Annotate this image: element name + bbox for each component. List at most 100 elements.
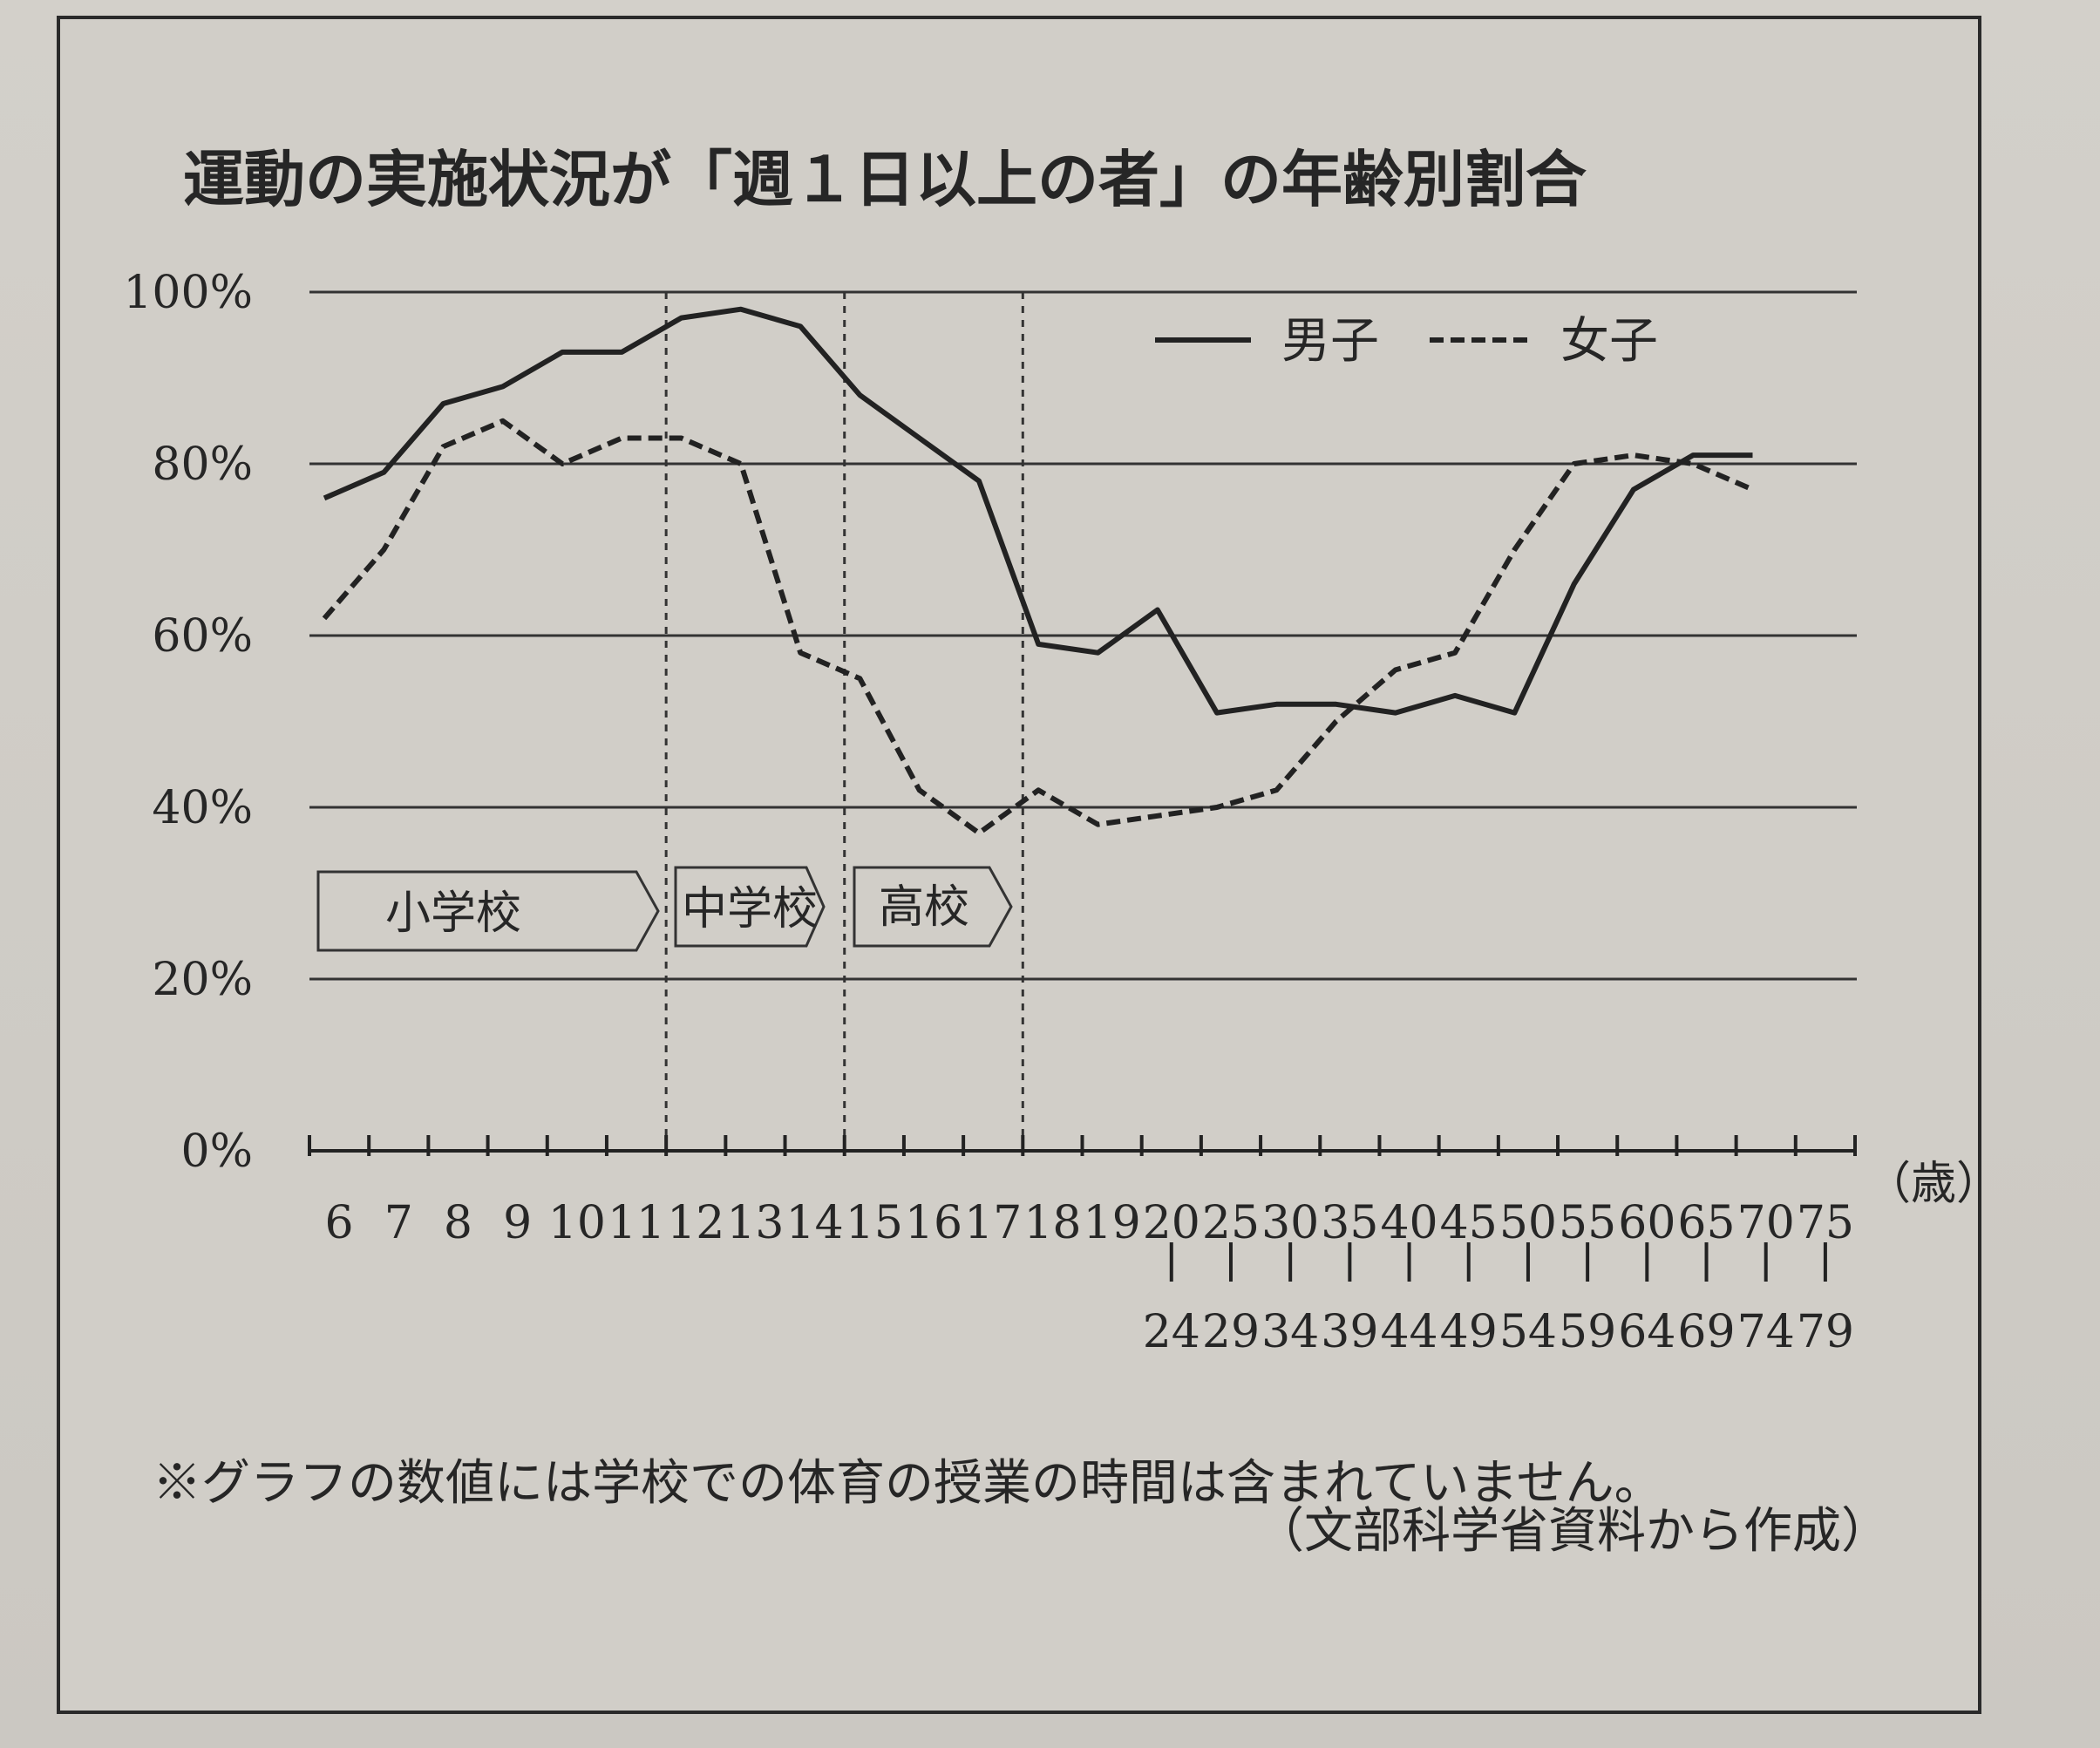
female-data-point: [679, 436, 683, 440]
female-data-point: [620, 436, 624, 440]
male-data-point: [1155, 608, 1159, 612]
x-tick-label: 6: [325, 1197, 354, 1249]
male-data-point: [323, 496, 327, 500]
female-data-point: [1750, 487, 1755, 492]
male-data-point: [976, 479, 981, 483]
male-data-point: [1572, 582, 1576, 586]
male-data-point: [500, 384, 505, 389]
x-range-end-label: 49: [1440, 1306, 1498, 1358]
female-data-point: [1334, 719, 1338, 724]
x-range-end-label: 29: [1202, 1306, 1260, 1358]
female-data-point: [1096, 822, 1100, 826]
junior-high-school-label: 中学校: [682, 883, 818, 935]
female-data-point: [1155, 813, 1159, 818]
series-female-line: [322, 418, 1754, 836]
female-data-point: [1215, 806, 1220, 810]
female-data-point: [976, 831, 981, 835]
x-tick-label: 70: [1737, 1197, 1795, 1249]
source-note: （文部科学省資料から作成）: [1255, 1503, 1890, 1560]
y-tick-label: 20%: [152, 954, 253, 1006]
male-data-point: [441, 402, 445, 406]
x-range-end-label: 54: [1499, 1306, 1557, 1358]
x-axis: 6 7 8 9 10 11 12 13 14 15 16 17 18 19 20 25 30 35 40 45 50 55…: [308, 1135, 2001, 1358]
x-range-end-label: 79: [1797, 1306, 1854, 1358]
male-data-point: [561, 350, 565, 354]
x-tick-label: 8: [444, 1197, 472, 1249]
chart-title: 運動の実施状況が「週１日以上の者」の年齢別割合: [183, 143, 1587, 215]
junior-high-school-box: [674, 866, 826, 948]
male-data-point: [1036, 642, 1041, 646]
male-data-point: [858, 393, 862, 398]
y-tick-label: 0%: [181, 1126, 254, 1178]
female-data-point: [382, 548, 386, 552]
x-range-end-label: 34: [1261, 1306, 1319, 1358]
male-data-point: [1691, 453, 1696, 458]
x-tick-label: 45: [1440, 1197, 1498, 1249]
x-tick-label: 16: [905, 1197, 962, 1249]
male-data-point: [679, 316, 683, 320]
x-tick-label: 40: [1380, 1197, 1437, 1249]
x-tick-label: 15: [846, 1197, 903, 1249]
figure-frame: [57, 16, 1981, 1714]
male-data-point: [1215, 711, 1220, 715]
male-data-point: [738, 307, 743, 311]
y-axis-ticks: 100% 80% 60% 40% 20% 0%: [123, 267, 253, 1178]
x-tick-label: 17: [964, 1197, 1022, 1249]
female-data-point: [1512, 548, 1517, 552]
x-range-end-label: 44: [1380, 1306, 1437, 1358]
female-data-point: [738, 462, 743, 466]
high-school-box: [853, 866, 1013, 948]
x-tick-label: 60: [1618, 1197, 1675, 1249]
legend-male-label: 男子: [1281, 313, 1379, 370]
x-range-end-label: 39: [1321, 1306, 1378, 1358]
x-range-end-label: 24: [1143, 1306, 1200, 1358]
female-data-point: [858, 677, 862, 681]
school-boxes: 小学校 中学校 高校: [316, 866, 1013, 952]
male-data-point: [1631, 487, 1635, 492]
x-tick-label: 18: [1023, 1197, 1081, 1249]
female-data-point: [917, 788, 921, 792]
x-range-end-label: 69: [1677, 1306, 1735, 1358]
elementary-school-box: [316, 870, 660, 952]
x-tick-label: 30: [1261, 1197, 1319, 1249]
x-tick-label: 14: [786, 1197, 844, 1249]
y-tick-label: 60%: [152, 610, 253, 663]
male-data-point: [382, 470, 386, 474]
male-data-point: [1512, 711, 1517, 715]
y-tick-label: 100%: [123, 267, 253, 319]
female-data-point: [561, 462, 565, 466]
male-data-point: [1750, 453, 1755, 458]
female-data-point: [1453, 650, 1458, 655]
gridlines: [309, 290, 1857, 981]
x-range-end-label: 64: [1618, 1306, 1675, 1358]
male-data-point: [917, 436, 921, 440]
x-unit-label: （歳）: [1866, 1158, 2001, 1210]
x-tick-label: 50: [1499, 1197, 1557, 1249]
male-data-point: [1393, 711, 1397, 715]
x-tick-label: 35: [1321, 1197, 1378, 1249]
x-tick-label: 12: [667, 1197, 724, 1249]
male-data-point: [1096, 650, 1100, 655]
series-male-line: [323, 306, 1753, 716]
female-data-point: [1631, 453, 1635, 458]
legend-female-label: 女子: [1560, 313, 1658, 370]
female-data-point: [323, 616, 327, 621]
male-data-point: [1453, 693, 1458, 697]
x-tick-label: 9: [503, 1197, 532, 1249]
high-school-label: 高校: [879, 881, 969, 934]
female-data-point: [1274, 788, 1279, 792]
male-data-point: [1334, 702, 1338, 706]
female-data-point: [1036, 788, 1041, 792]
x-tick-label: 10: [548, 1197, 606, 1249]
x-tick-label: 7: [384, 1197, 413, 1249]
x-tick-label: 20: [1143, 1197, 1200, 1249]
x-tick-label: 75: [1797, 1197, 1854, 1249]
y-tick-label: 40%: [152, 782, 253, 834]
y-tick-label: 80%: [152, 439, 253, 491]
x-tick-label: 25: [1202, 1197, 1260, 1249]
female-data-point: [441, 445, 445, 449]
x-range-end-label: 74: [1737, 1306, 1795, 1358]
male-data-point: [620, 350, 624, 354]
